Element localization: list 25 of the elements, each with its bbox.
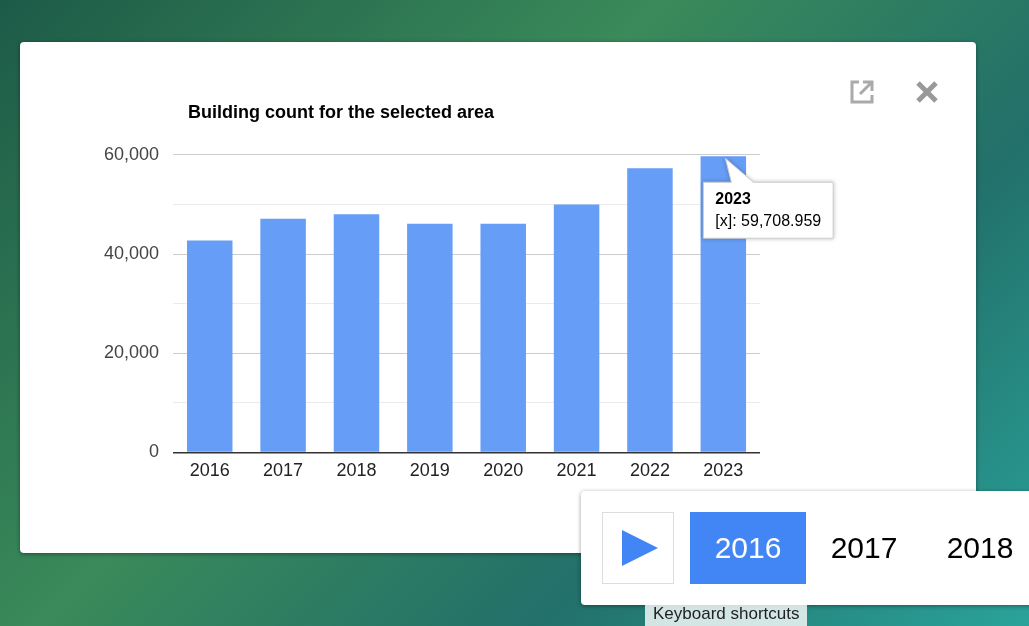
bar [260,218,306,452]
text: 2016 [690,512,806,584]
text: 2018 [945,530,1015,566]
annotation: 2023 [x]: 59,708.959 [715,189,822,229]
x-tick-label: 2017 [263,460,304,481]
bar [407,223,453,452]
y-tick-label: 0 [149,441,160,462]
x-tick-label: 2019 [409,460,450,481]
text: Keyboard shortcuts [645,601,808,626]
chart-title: Building count for the selected area [188,102,495,123]
x-tick-label: 2023 [703,460,744,481]
x-tick-label: 2020 [483,460,524,481]
bar [480,223,526,452]
x-tick-label: 2021 [556,460,597,481]
y-tick-label: 20,000 [103,342,160,363]
y-tick-label: 60,000 [103,143,160,164]
bar [627,168,673,452]
bar [553,204,600,452]
text: 2017 [829,530,899,566]
bar [333,214,380,452]
x-tick-label: 2016 [189,460,230,481]
bar [187,240,233,452]
y-tick-label: 40,000 [103,242,160,263]
x-tick-label: 2018 [336,460,377,481]
x-tick-label: 2022 [629,460,670,481]
